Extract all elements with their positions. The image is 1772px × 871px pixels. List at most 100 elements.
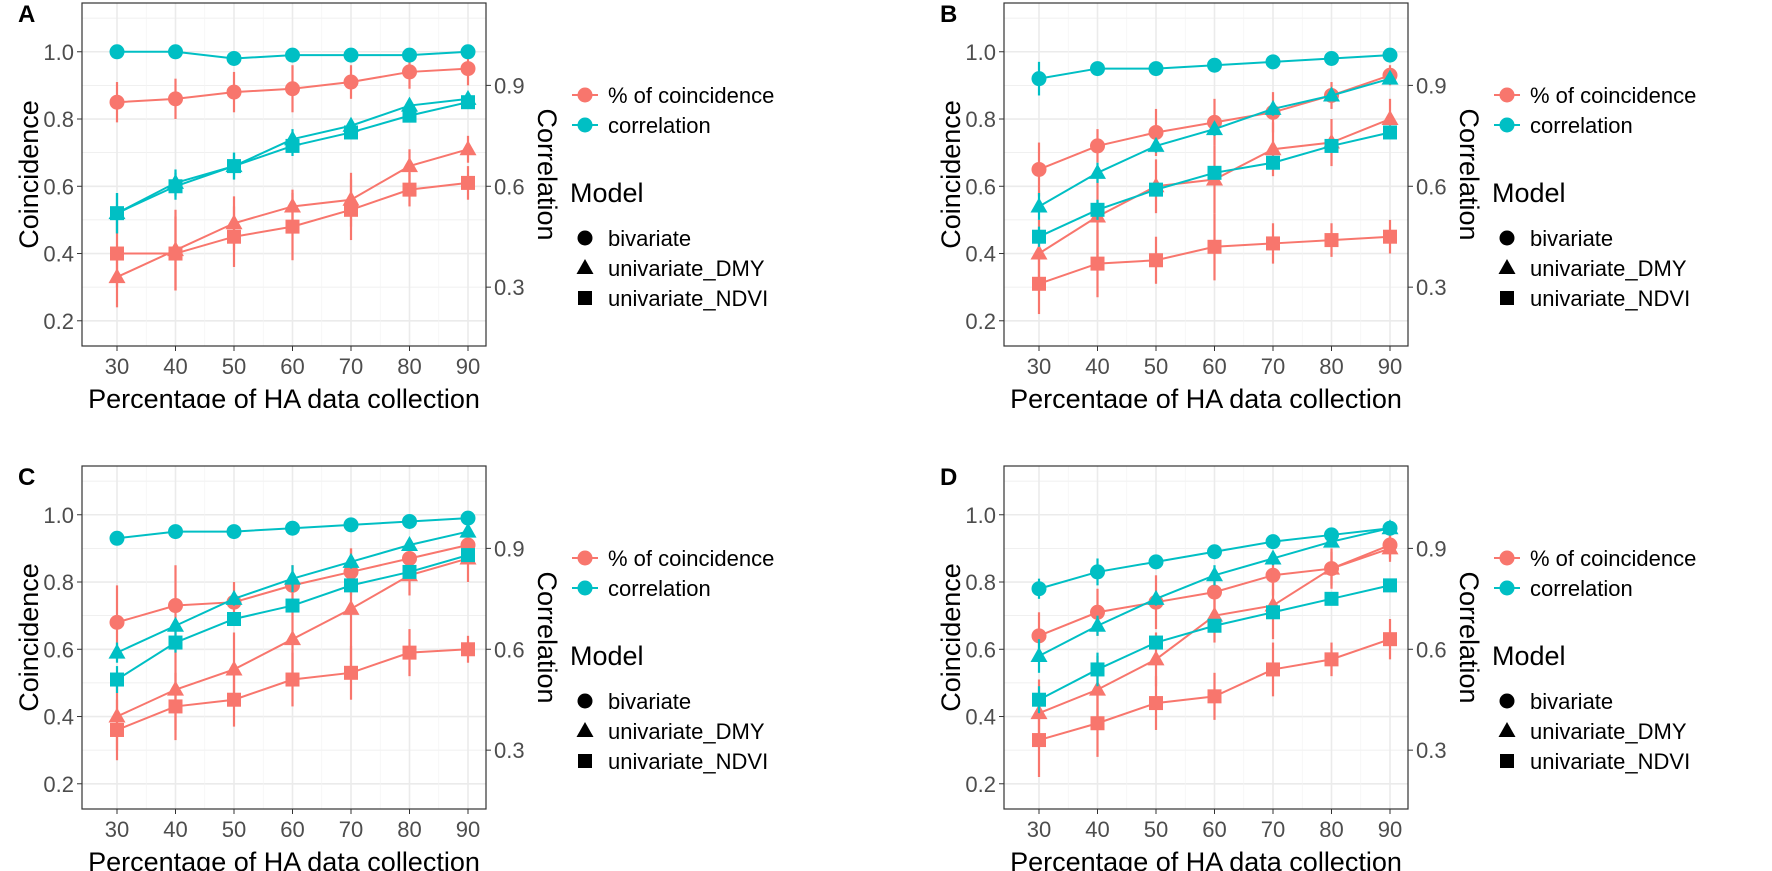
data-point: [109, 530, 125, 546]
y-tick-label: 0.2: [965, 772, 996, 797]
data-point: [1265, 534, 1281, 550]
legend-label: % of coincidence: [1530, 83, 1696, 108]
data-point: [1030, 646, 1048, 662]
data-point: [108, 643, 126, 659]
data-point: [284, 630, 301, 646]
y-tick-label: 0.4: [965, 242, 996, 267]
x-tick-label: 50: [1144, 817, 1168, 842]
legend-title: Model: [570, 641, 644, 671]
legend-title: Model: [570, 178, 644, 208]
data-point: [1383, 632, 1397, 647]
data-point: [1090, 138, 1105, 154]
data-point: [1324, 591, 1339, 606]
y2-axis-title: Correlation: [532, 571, 562, 703]
y-tick-label: 0.8: [965, 107, 996, 132]
data-point: [1323, 532, 1340, 548]
data-point: [344, 578, 358, 593]
y-axis-title: Coincidence: [936, 100, 966, 249]
data-point: [401, 536, 418, 552]
data-point: [168, 699, 183, 714]
y-tick-label: 0.2: [965, 309, 996, 334]
data-point: [1032, 733, 1046, 748]
data-point: [168, 598, 183, 614]
x-tick-label: 90: [1378, 354, 1402, 379]
data-point: [1090, 564, 1105, 580]
legend-shape-marker: [1500, 291, 1514, 305]
y-tick-label: 0.4: [43, 705, 74, 730]
x-tick-label: 60: [280, 817, 304, 842]
y2-tick-label: 0.6: [1416, 174, 1447, 199]
legend-key-marker: [577, 580, 593, 596]
y-tick-label: 1.0: [43, 40, 74, 65]
y2-tick-label: 0.3: [494, 275, 525, 300]
data-point: [226, 50, 242, 66]
legend: % of coincidence correlation Model bivariat…: [570, 546, 774, 774]
chart-svg: A 0.2 0.4 0.6 0.8 1.0 0.3 0.6 0.9 30 40 50 60 70 80 90 P…: [14, 1, 774, 408]
legend-key-marker: [577, 550, 593, 566]
legend-shape-marker: [576, 722, 594, 737]
data-point: [1147, 589, 1165, 605]
data-point: [1266, 662, 1280, 677]
legend-label: bivariate: [608, 689, 691, 714]
series-coincidence-univariate_NDVI: [1032, 619, 1397, 778]
legend-shape-marker: [578, 291, 592, 305]
data-point: [1090, 662, 1105, 677]
y2-axis-title: Correlation: [532, 108, 562, 240]
legend-label: % of coincidence: [1530, 546, 1696, 571]
panel-c: C 0.2 0.4 0.6 0.8 1.0 0.3 0.6 0.9 30 40 50 60 70 80 90 P…: [0, 463, 850, 871]
plot-border: [81, 2, 487, 347]
data-point: [1323, 559, 1340, 575]
data-point: [342, 552, 360, 568]
x-tick-label: 80: [397, 354, 421, 379]
data-point: [1265, 54, 1281, 70]
data-point: [168, 524, 183, 540]
data-point: [1147, 136, 1165, 152]
y2-tick-label: 0.3: [494, 738, 525, 763]
data-point: [402, 564, 417, 579]
legend-label: bivariate: [608, 226, 691, 251]
data-point: [343, 74, 359, 90]
y-tick-label: 0.2: [43, 309, 74, 334]
data-point: [1266, 155, 1280, 170]
legend-label: bivariate: [1530, 226, 1613, 251]
data-point: [1147, 650, 1165, 666]
data-point: [1206, 120, 1223, 136]
data-point: [109, 94, 125, 110]
y-tick-label: 0.8: [43, 570, 74, 595]
data-point: [1207, 689, 1222, 704]
y2-tick-label: 0.3: [1416, 738, 1447, 763]
y2-tick-label: 0.9: [1416, 536, 1447, 561]
x-tick-label: 40: [1085, 354, 1109, 379]
data-point: [110, 246, 124, 261]
x-tick-label: 50: [1144, 354, 1168, 379]
panel-a: A 0.2 0.4 0.6 0.8 1.0 0.3 0.6 0.9 30 40 50 60 70 80 90 P…: [0, 0, 850, 408]
data-point: [1030, 197, 1048, 213]
data-point: [344, 665, 358, 680]
data-point: [342, 599, 360, 615]
data-point: [1383, 578, 1397, 593]
data-point: [284, 569, 301, 585]
legend-shape-marker: [576, 259, 594, 274]
panel-label: C: [18, 464, 35, 491]
series-coincidence-bivariate: [109, 51, 476, 123]
legend: % of coincidence correlation Model bivariat…: [570, 83, 774, 311]
data-point: [227, 692, 241, 707]
x-tick-label: 50: [222, 817, 246, 842]
legend-title: Model: [1492, 641, 1566, 671]
chart-svg: C 0.2 0.4 0.6 0.8 1.0 0.3 0.6 0.9 30 40 50 60 70 80 90 P…: [14, 464, 774, 871]
data-point: [461, 95, 475, 110]
data-point: [1090, 202, 1105, 217]
x-tick-label: 30: [105, 354, 129, 379]
legend-key-marker: [577, 87, 593, 103]
data-point: [1207, 165, 1222, 180]
legend-shape-marker: [577, 230, 593, 246]
data-point: [1324, 233, 1339, 248]
data-point: [402, 513, 417, 529]
data-point: [1381, 539, 1399, 555]
legend-label: correlation: [1530, 576, 1633, 601]
data-point: [227, 159, 241, 174]
data-point: [1148, 554, 1164, 570]
data-point: [1266, 605, 1280, 620]
data-point: [1149, 253, 1163, 268]
data-point: [168, 44, 183, 60]
